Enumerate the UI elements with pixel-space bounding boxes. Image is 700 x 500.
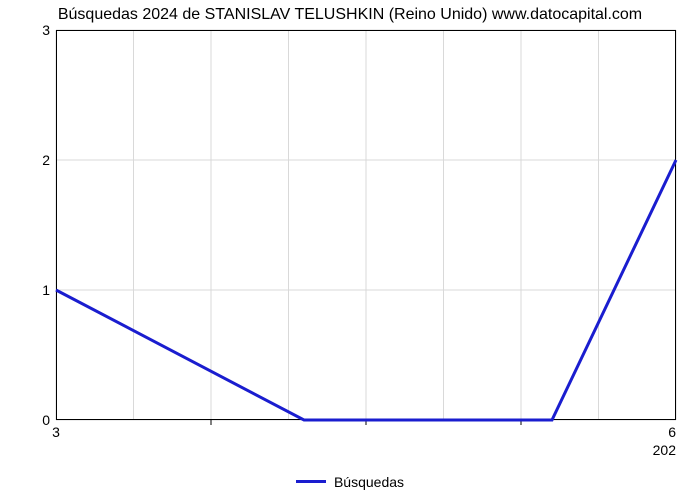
legend-item: Búsquedas	[296, 474, 404, 490]
x-tick-label-right-top: 6	[668, 424, 676, 440]
legend-label: Búsquedas	[334, 474, 404, 490]
legend-swatch	[296, 480, 326, 483]
y-tick-label: 2	[42, 152, 50, 168]
y-tick-label: 1	[42, 282, 50, 298]
plot-area	[56, 30, 676, 420]
x-tick-label-left: 3	[52, 424, 60, 440]
plot-svg	[56, 30, 676, 420]
y-tick-label: 0	[42, 412, 50, 428]
chart-container: { "chart": { "type": "line", "title": "B…	[0, 0, 700, 500]
x-tick-label-right-bottom: 202	[653, 442, 676, 458]
chart-title: Búsquedas 2024 de STANISLAV TELUSHKIN (R…	[0, 6, 700, 24]
legend: Búsquedas	[0, 470, 700, 490]
y-tick-label: 3	[42, 22, 50, 38]
